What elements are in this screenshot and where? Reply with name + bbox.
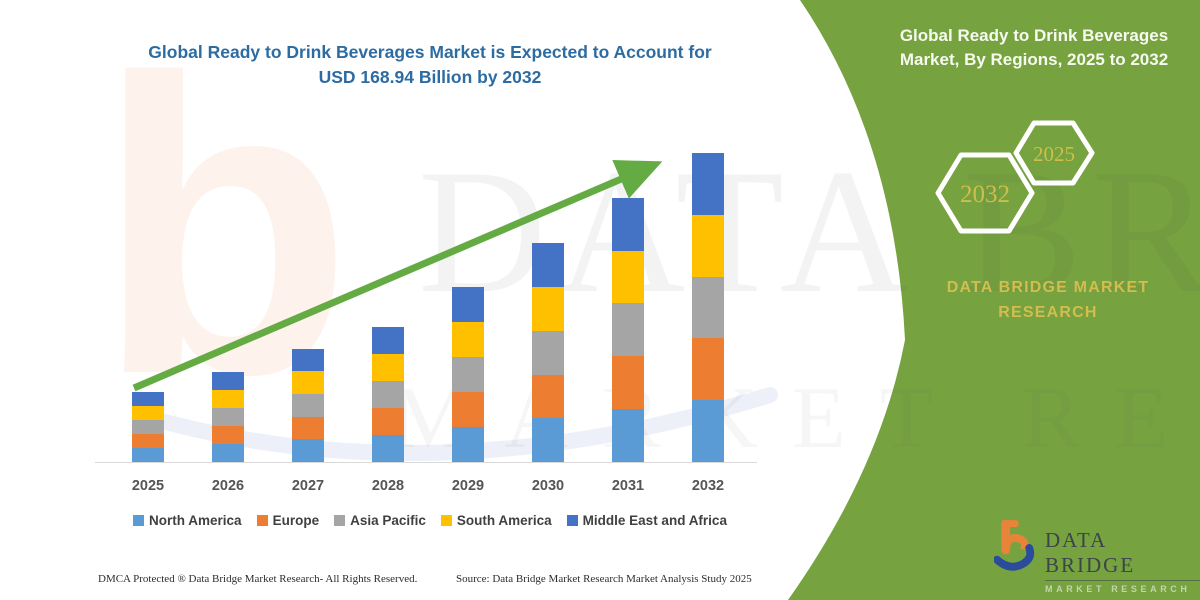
- bar-segment-2030-north-america: [532, 418, 564, 462]
- legend-label: Asia Pacific: [350, 513, 426, 528]
- bar-segment-2028-europe: [372, 407, 404, 435]
- bar-segment-2030-europe: [532, 374, 564, 419]
- bar-segment-2028-south-america: [372, 353, 404, 381]
- bar-segment-2026-europe: [212, 425, 244, 444]
- logo-brand-text: DATA BRIDGE: [1045, 528, 1200, 581]
- logo-subtitle-text: MARKET RESEARCH: [1045, 584, 1191, 594]
- legend-item-south-america: South America: [440, 513, 552, 528]
- bar-segment-2031-north-america: [612, 409, 644, 462]
- bar-segment-2026-south-america: [212, 389, 244, 408]
- x-tick-2028: 2028: [371, 478, 405, 494]
- side-panel-brand-text: DATA BRIDGE MARKET RESEARCH: [946, 279, 1150, 321]
- bar-segment-2032-south-america: [692, 214, 724, 277]
- bar-segment-2032-europe: [692, 338, 724, 401]
- legend-label: Middle East and Africa: [582, 513, 727, 528]
- bar-segment-2026-north-america: [212, 443, 244, 462]
- x-tick-2025: 2025: [131, 478, 165, 494]
- logo-text-block: DATA BRIDGE MARKET RESEARCH: [1045, 520, 1200, 594]
- bar-segment-2027-middle-east-and-africa: [292, 348, 324, 372]
- bar-segment-2030-asia-pacific: [532, 330, 564, 375]
- legend-item-europe: Europe: [256, 513, 320, 528]
- x-tick-2031: 2031: [611, 478, 645, 494]
- bar-segment-2027-europe: [292, 416, 324, 440]
- hexagon-2025-label: 2025: [1033, 142, 1075, 166]
- bar-2030: [532, 243, 564, 462]
- bar-segment-2030-south-america: [532, 287, 564, 331]
- source-note: Source: Data Bridge Market Research Mark…: [456, 573, 752, 585]
- legend-swatch: [566, 515, 578, 526]
- bar-segment-2028-asia-pacific: [372, 380, 404, 408]
- legend-label: South America: [456, 513, 552, 528]
- bar-segment-2028-middle-east-and-africa: [372, 326, 404, 354]
- bar-segment-2031-europe: [612, 356, 644, 410]
- chart-title-line2: USD 168.94 Billion by 2032: [318, 67, 542, 88]
- legend-label: North America: [149, 513, 242, 528]
- bar-2025: [132, 391, 164, 462]
- legend-label: Europe: [272, 513, 320, 528]
- x-axis-line: [95, 462, 757, 463]
- bar-segment-2027-asia-pacific: [292, 393, 324, 417]
- bar-segment-2025-middle-east-and-africa: [132, 391, 164, 406]
- x-tick-2026: 2026: [211, 478, 245, 494]
- dmca-notice: DMCA Protected ® Data Bridge Market Rese…: [98, 573, 418, 585]
- legend-item-asia-pacific: Asia Pacific: [334, 513, 426, 528]
- hexagon-2032-label: 2032: [960, 181, 1010, 208]
- data-bridge-logo-icon: [994, 520, 1035, 571]
- bar-segment-2030-middle-east-and-africa: [532, 243, 564, 288]
- chart-title: Global Ready to Drink Beverages Market i…: [95, 40, 765, 91]
- hexagon-2032: [935, 152, 1035, 234]
- bar-segment-2027-south-america: [292, 371, 324, 394]
- bar-segment-2028-north-america: [372, 434, 404, 462]
- bar-2026: [212, 371, 244, 462]
- bar-segment-2031-middle-east-and-africa: [612, 197, 644, 251]
- bar-segment-2029-asia-pacific: [452, 357, 484, 393]
- legend-swatch: [334, 515, 346, 526]
- chart-title-line1: Global Ready to Drink Beverages Market i…: [148, 42, 712, 62]
- bar-2032: [692, 152, 724, 462]
- bar-segment-2029-europe: [452, 392, 484, 428]
- bar-segment-2025-north-america: [132, 447, 164, 462]
- bar-segment-2031-asia-pacific: [612, 303, 644, 357]
- legend-swatch: [256, 515, 268, 526]
- bar-segment-2031-south-america: [612, 250, 644, 304]
- x-tick-2029: 2029: [451, 478, 485, 494]
- bar-segment-2025-europe: [132, 433, 164, 448]
- hexagon-2025: [1013, 120, 1095, 186]
- bar-segment-2032-middle-east-and-africa: [692, 152, 724, 215]
- legend: North America Europe Asia Pacific South Ame…: [92, 513, 768, 528]
- bar-2029: [452, 287, 484, 462]
- data-bridge-logo: DATA BRIDGE MARKET RESEARCH: [994, 520, 1200, 594]
- x-tick-2030: 2030: [531, 478, 565, 494]
- bar-segment-2025-asia-pacific: [132, 419, 164, 434]
- bar-segment-2032-asia-pacific: [692, 276, 724, 339]
- bar-segment-2025-south-america: [132, 405, 164, 420]
- x-tick-2027: 2027: [291, 478, 325, 494]
- bar-segment-2029-north-america: [452, 427, 484, 462]
- green-panel-shape: [788, 0, 1200, 600]
- bar-segment-2027-north-america: [292, 439, 324, 462]
- legend-swatch: [133, 515, 145, 526]
- legend-item-north-america: North America: [133, 513, 242, 528]
- bar-2028: [372, 326, 404, 462]
- bar-segment-2026-middle-east-and-africa: [212, 371, 244, 390]
- bar-segment-2032-north-america: [692, 400, 724, 462]
- side-panel-title: Global Ready to Drink Beverages Market, …: [899, 26, 1169, 69]
- bar-2031: [612, 197, 644, 462]
- bar-2027: [292, 348, 324, 462]
- bar-segment-2026-asia-pacific: [212, 407, 244, 426]
- legend-item-middle-east-and-africa: Middle East and Africa: [566, 513, 727, 528]
- bar-segment-2029-middle-east-and-africa: [452, 287, 484, 323]
- legend-swatch: [440, 515, 452, 526]
- bar-segment-2029-south-america: [452, 322, 484, 358]
- x-tick-2032: 2032: [691, 478, 725, 494]
